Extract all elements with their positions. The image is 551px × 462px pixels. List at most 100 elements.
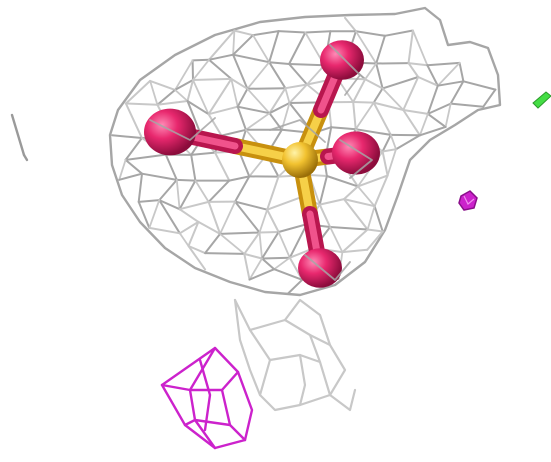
density-mesh-edge bbox=[308, 174, 328, 177]
density-mesh-edge bbox=[288, 31, 307, 65]
density-mesh-edge bbox=[124, 102, 143, 139]
stray-segment-tip bbox=[22, 153, 29, 162]
density-mesh-edge bbox=[207, 200, 222, 235]
density-mesh-edge bbox=[228, 175, 251, 182]
density-mesh-edge bbox=[124, 153, 167, 161]
density-mesh-edge bbox=[258, 208, 269, 234]
density-mesh-edge bbox=[233, 29, 254, 37]
density-mesh-edge bbox=[352, 78, 367, 103]
density-mesh-edge bbox=[158, 199, 181, 211]
density-mesh-edge bbox=[190, 151, 216, 156]
density-mesh-edge bbox=[149, 79, 177, 91]
density-mesh-edge bbox=[187, 245, 207, 255]
density-mesh-edge bbox=[187, 220, 200, 247]
density-mesh-edge bbox=[356, 185, 376, 208]
density-mesh-edge bbox=[381, 150, 389, 177]
density-mesh-edge bbox=[354, 128, 392, 136]
density-mesh-edge bbox=[124, 137, 143, 161]
density-mesh-edge bbox=[156, 100, 189, 106]
density-mesh-edge bbox=[194, 179, 210, 203]
density-mesh-edge bbox=[232, 53, 249, 90]
density-mesh-edge bbox=[277, 231, 291, 259]
negative-difference-mesh-edge bbox=[198, 358, 212, 432]
density-mesh-edge bbox=[343, 185, 359, 201]
density-mesh-edge bbox=[386, 148, 397, 177]
density-mesh-edge bbox=[118, 172, 143, 181]
density-mesh-edge bbox=[288, 223, 308, 259]
density-mesh-edge bbox=[236, 105, 247, 131]
density-mesh-edge bbox=[207, 105, 239, 116]
density-mesh-edge bbox=[284, 83, 308, 90]
density-mesh-edge bbox=[329, 226, 344, 254]
density-mesh-edge bbox=[325, 175, 359, 188]
density-mesh-edge bbox=[273, 268, 304, 281]
density-mesh-edge bbox=[318, 203, 332, 228]
density-mesh-edge bbox=[402, 109, 421, 137]
density-mesh-edge bbox=[208, 53, 235, 61]
density-mesh-edge bbox=[230, 77, 249, 90]
density-mesh-edge bbox=[341, 248, 369, 254]
density-mesh-edge bbox=[277, 223, 308, 233]
density-mesh-edge bbox=[141, 172, 178, 181]
density-mesh-edge bbox=[462, 80, 497, 91]
density-mesh-edge bbox=[352, 101, 357, 131]
density-mesh-edge bbox=[230, 78, 239, 108]
density-mesh-edge bbox=[137, 172, 143, 203]
density-mesh-edge bbox=[252, 34, 271, 64]
density-mesh-edge bbox=[246, 87, 287, 90]
density-mesh-edge bbox=[372, 101, 392, 136]
density-mesh-front-edge bbox=[269, 119, 326, 143]
density-mesh-edge bbox=[318, 175, 328, 206]
density-mesh-edge bbox=[187, 245, 207, 271]
density-mesh-edge bbox=[341, 228, 369, 254]
density-mesh-edge bbox=[372, 101, 405, 111]
negative-difference-mesh-edge bbox=[160, 346, 254, 450]
density-mesh-front-edge bbox=[304, 254, 351, 281]
density-mesh-edge bbox=[418, 125, 447, 137]
density-mesh-edge bbox=[204, 252, 246, 255]
density-mesh-edge bbox=[207, 113, 223, 137]
oxygen-atom bbox=[144, 108, 196, 156]
density-mesh-edge bbox=[277, 30, 307, 34]
density-mesh-edge bbox=[402, 109, 429, 115]
density-mesh-edge bbox=[373, 205, 384, 233]
density-mesh-edge bbox=[192, 79, 210, 116]
density-mesh-edge bbox=[191, 58, 210, 62]
density-mesh-edge bbox=[436, 80, 465, 87]
density-mesh-edge bbox=[192, 58, 210, 81]
density-mesh-edge bbox=[343, 198, 369, 231]
density-mesh-edge bbox=[449, 102, 485, 108]
density-mesh-edge bbox=[364, 62, 378, 81]
negative-difference-blob-detail bbox=[463, 195, 475, 205]
stray-density-segment bbox=[10, 113, 29, 162]
density-mesh-edge bbox=[444, 102, 452, 128]
density-mesh-edge bbox=[137, 199, 161, 203]
density-mesh-tail-edge bbox=[283, 298, 347, 397]
density-mesh-edge bbox=[111, 134, 143, 139]
density-mesh-edge bbox=[186, 79, 194, 102]
density-mesh-edge bbox=[449, 80, 465, 105]
density-mesh-edge bbox=[244, 112, 271, 131]
density-mesh-edge bbox=[174, 79, 194, 91]
negative-difference-mesh-edge bbox=[193, 418, 232, 427]
density-mesh-edge bbox=[261, 257, 276, 271]
density-mesh-edge bbox=[288, 83, 308, 104]
density-mesh-edge bbox=[458, 61, 465, 83]
density-mesh-edge bbox=[407, 29, 414, 65]
density-mesh-edge bbox=[288, 63, 308, 86]
density-mesh-edge bbox=[232, 34, 254, 56]
density-mesh-edge bbox=[266, 208, 280, 233]
density-mesh-edge bbox=[354, 30, 378, 65]
density-mesh-edge bbox=[164, 153, 178, 181]
positive-difference-blob-shape bbox=[532, 91, 551, 109]
density-mesh-edge bbox=[395, 134, 421, 151]
density-mesh-edge bbox=[266, 196, 303, 211]
density-mesh-outline bbox=[108, 6, 502, 297]
density-mesh-edge bbox=[149, 80, 159, 106]
density-mesh-edge bbox=[268, 30, 280, 64]
density-mesh-edge bbox=[232, 53, 271, 64]
density-mesh-edge bbox=[381, 148, 397, 153]
density-mesh-edge bbox=[208, 29, 236, 61]
density-mesh-edge bbox=[234, 200, 261, 234]
